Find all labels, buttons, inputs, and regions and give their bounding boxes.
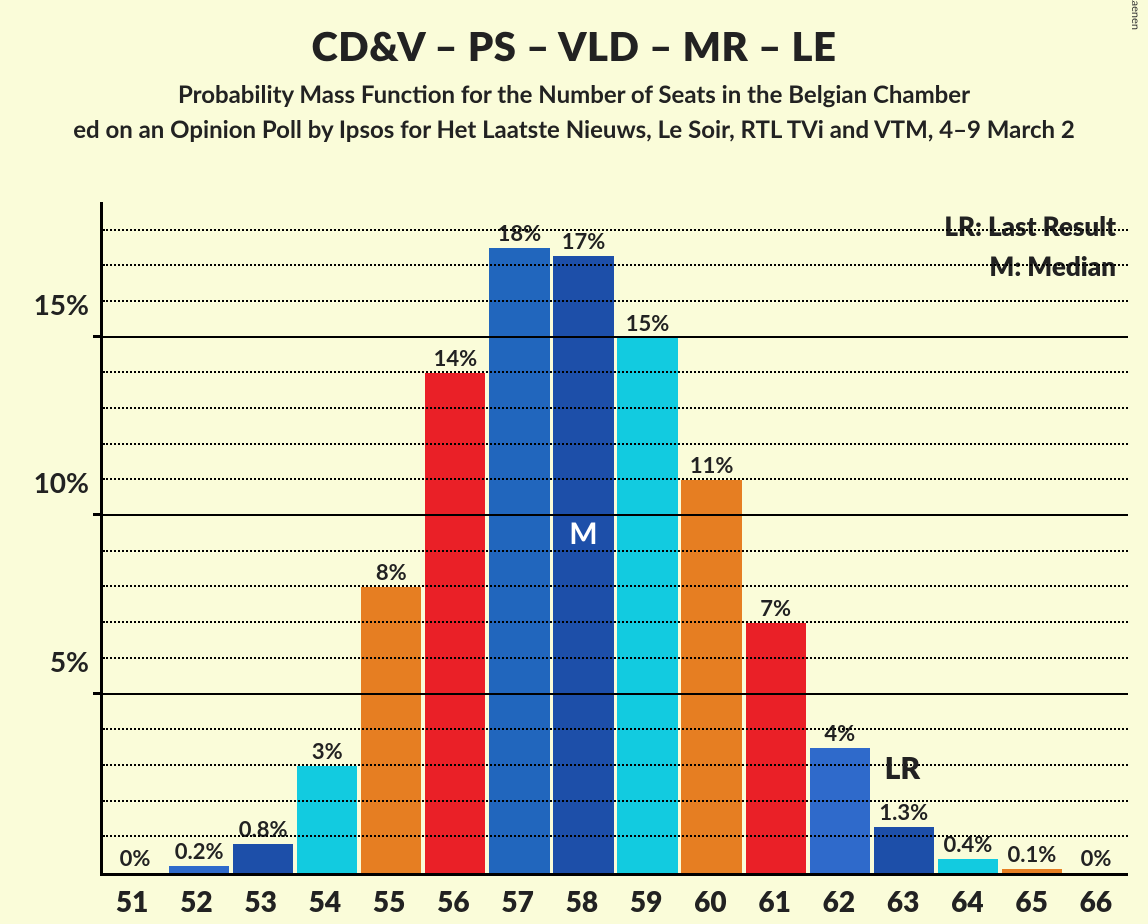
bar-label: 0.4%: [943, 830, 992, 857]
gridline-minor: [103, 443, 1128, 445]
xtick-label: 57: [501, 884, 533, 918]
gridline-major: [103, 336, 1128, 338]
gridline-minor: [103, 264, 1128, 266]
xtick-label: 55: [373, 884, 405, 918]
ytick-mark: [93, 335, 103, 338]
bar-label: 0.2%: [175, 837, 224, 864]
bar-58: 17%M: [553, 256, 613, 873]
xtick-label: 61: [758, 884, 790, 918]
xtick-label: 63: [887, 884, 919, 918]
chart-title: CD&V – PS – VLD – MR – LE: [0, 22, 1148, 70]
bar-label: 11%: [690, 451, 734, 478]
x-axis-ticks: 51 52 53 54 55 56 57 58 59 60 61 62 63 64 65 66: [100, 884, 1128, 924]
bar-55: 8%: [361, 587, 421, 873]
ytick-label: 5%: [50, 644, 89, 678]
gridline-minor: [103, 550, 1128, 552]
chart-area: LR: Last Result M: Median 0%0.2%0.8%3%8%…: [0, 182, 1148, 924]
gridline-minor: [103, 585, 1128, 587]
bar-57: 18%: [489, 248, 549, 873]
bar-60: 11%: [681, 480, 741, 873]
gridline-minor: [103, 229, 1128, 231]
gridline-major: [103, 514, 1128, 516]
bar-label: 3%: [312, 737, 343, 764]
xtick-label: 60: [694, 884, 726, 918]
gridline-minor: [103, 764, 1128, 766]
xtick-label: 66: [1080, 884, 1112, 918]
plot-area: LR: Last Result M: Median 0%0.2%0.8%3%8%…: [100, 202, 1128, 876]
xtick-label: 54: [309, 884, 341, 918]
xtick-label: 65: [1015, 884, 1047, 918]
bar-label: 4%: [824, 719, 855, 746]
gridline-minor: [103, 728, 1128, 730]
gridline-minor: [103, 371, 1128, 373]
last-result-marker: LR: [885, 750, 920, 786]
xtick-label: 58: [566, 884, 598, 918]
copyright-text: © 2024 Filip van Laenen: [1129, 0, 1142, 30]
chart-subtitle-1: Probability Mass Function for the Number…: [0, 80, 1148, 109]
bar-64: 0.4%: [938, 859, 998, 873]
bar-label: 0.1%: [1008, 840, 1057, 867]
bars-container: 0%0.2%0.8%3%8%14%18%17%M15%11%7%4%1.3%0.…: [103, 202, 1128, 873]
bar-label: 8%: [376, 558, 407, 585]
bar-52: 0.2%: [169, 866, 229, 873]
bar-label: 7%: [760, 594, 791, 621]
chart-subtitle-2: ed on an Opinion Poll by Ipsos for Het L…: [0, 115, 1148, 144]
bar-label: 0%: [120, 844, 151, 871]
bar-54: 3%: [297, 766, 357, 873]
gridline-minor: [103, 621, 1128, 623]
xtick-label: 52: [180, 884, 212, 918]
ytick-mark: [93, 692, 103, 695]
ytick-label: 15%: [34, 287, 89, 321]
bar-59: 15%: [617, 338, 677, 873]
bar-label: 18%: [498, 219, 542, 246]
bar-53: 0.8%: [233, 844, 293, 873]
bar-label: 0.8%: [239, 815, 288, 842]
xtick-label: 56: [437, 884, 469, 918]
bar-label: 17%: [562, 227, 606, 254]
gridline-minor: [103, 300, 1128, 302]
xtick-label: 64: [951, 884, 983, 918]
bar-62: 4%: [810, 748, 870, 873]
gridline-minor: [103, 835, 1128, 837]
bar-63: 1.3%: [874, 827, 934, 873]
gridline-minor: [103, 800, 1128, 802]
bar-label: 1.3%: [879, 798, 928, 825]
bar-label: 15%: [626, 309, 670, 336]
gridline-minor: [103, 657, 1128, 659]
ytick-label: 10%: [34, 465, 89, 499]
ytick-mark: [93, 513, 103, 516]
xtick-label: 62: [823, 884, 855, 918]
gridline-major: [103, 693, 1128, 695]
bar-label: 14%: [434, 344, 478, 371]
xtick-label: 53: [244, 884, 276, 918]
xtick-label: 59: [630, 884, 662, 918]
gridline-minor: [103, 478, 1128, 480]
median-marker: M: [569, 515, 597, 551]
xtick-label: 51: [116, 884, 148, 918]
bar-65: 0.1%: [1002, 869, 1062, 873]
bar-label: 0%: [1081, 844, 1112, 871]
gridline-minor: [103, 407, 1128, 409]
